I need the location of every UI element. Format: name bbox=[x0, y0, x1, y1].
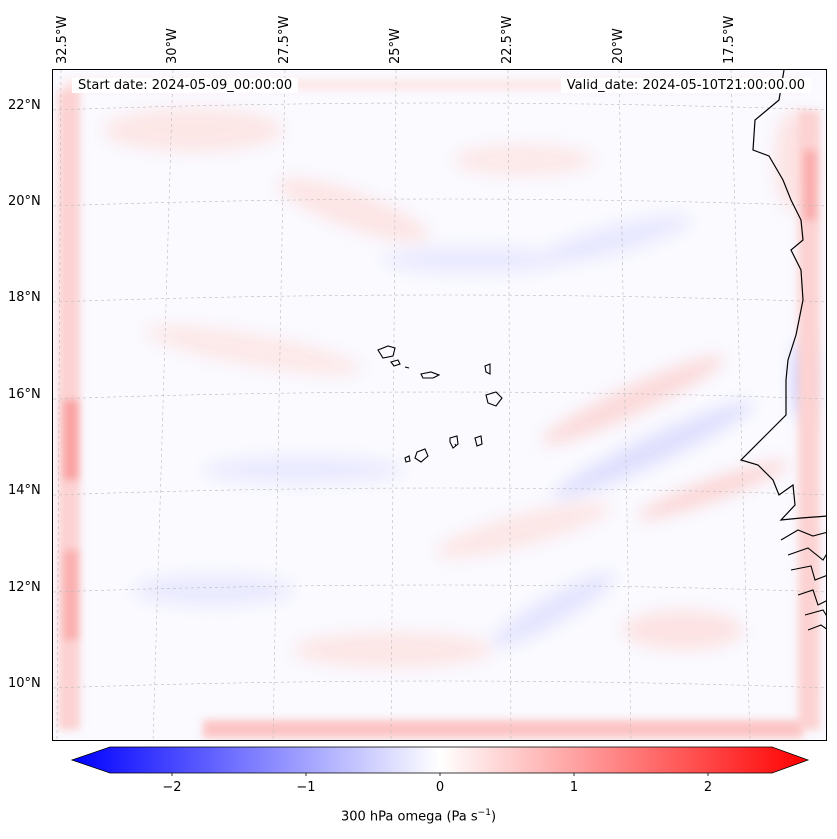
omega-field bbox=[53, 70, 826, 740]
colorbar-tick-1: 1 bbox=[569, 780, 579, 795]
lon-label-22-5w: 22.5°W bbox=[500, 15, 515, 64]
lat-label-10n: 10°N bbox=[8, 676, 41, 691]
colorbar-label: 300 hPa omega (Pa s−1) bbox=[0, 808, 837, 824]
lon-label-32-5w: 32.5°W bbox=[55, 15, 70, 64]
lon-label-30w: 30°W bbox=[165, 28, 180, 64]
omega-map bbox=[52, 69, 827, 741]
lat-label-12n: 12°N bbox=[8, 580, 41, 595]
colorbar-tick-0: 0 bbox=[435, 780, 445, 795]
lat-label-18n: 18°N bbox=[8, 290, 41, 305]
valid-date-label: Valid_date: 2024-05-10T21:00:00.00 bbox=[560, 78, 811, 93]
colorbar-label-exponent: −1 bbox=[477, 808, 491, 818]
lon-label-27-5w: 27.5°W bbox=[277, 15, 292, 64]
colorbar-body bbox=[70, 746, 810, 774]
lat-label-20n: 20°N bbox=[8, 194, 41, 209]
lon-label-20w: 20°W bbox=[611, 28, 626, 64]
colorbar-label-suffix: ) bbox=[490, 809, 497, 825]
colorbar-tick-minus1: −1 bbox=[296, 780, 316, 795]
lon-label-25w: 25°W bbox=[388, 28, 403, 64]
lon-label-17-5w: 17.5°W bbox=[722, 15, 737, 64]
start-date-label: Start date: 2024-05-09_00:00:00 bbox=[72, 78, 299, 93]
colorbar-tick-minus2: −2 bbox=[162, 780, 182, 795]
colorbar-tick-2: 2 bbox=[703, 780, 713, 795]
colorbar-label-prefix: 300 hPa omega (Pa s bbox=[340, 809, 478, 825]
lat-label-16n: 16°N bbox=[8, 387, 41, 402]
lat-label-14n: 14°N bbox=[8, 483, 41, 498]
colorbar bbox=[70, 746, 810, 776]
lat-label-22n: 22°N bbox=[8, 98, 41, 113]
